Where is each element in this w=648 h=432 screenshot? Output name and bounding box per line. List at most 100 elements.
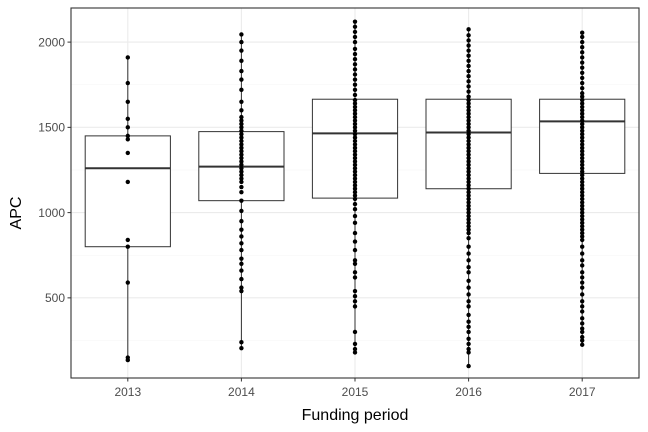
- data-point: [580, 128, 585, 133]
- data-point: [580, 135, 585, 140]
- data-point: [466, 210, 471, 215]
- data-point: [352, 77, 358, 82]
- data-point: [466, 203, 471, 208]
- data-point: [466, 285, 471, 290]
- data-point: [580, 91, 585, 96]
- data-point: [239, 162, 244, 168]
- data-point: [352, 275, 358, 280]
- data-point: [580, 149, 585, 154]
- data-point: [580, 121, 585, 127]
- data-point: [352, 24, 358, 29]
- data-point: [352, 131, 358, 137]
- data-point: [352, 62, 358, 67]
- data-point: [466, 183, 471, 188]
- data-point: [580, 210, 585, 215]
- data-point: [352, 213, 358, 219]
- data-point: [580, 280, 585, 285]
- data-point: [580, 65, 585, 70]
- data-point: [239, 345, 244, 351]
- data-point: [580, 166, 585, 171]
- data-point: [466, 84, 471, 89]
- data-point: [352, 125, 358, 130]
- data-point: [466, 200, 471, 205]
- data-point: [466, 27, 471, 32]
- data-point: [352, 108, 358, 113]
- data-point: [239, 227, 244, 232]
- data-point: [125, 133, 130, 139]
- data-point: [125, 179, 130, 185]
- data-point: [580, 321, 585, 326]
- data-point: [580, 334, 585, 340]
- data-point: [466, 97, 471, 103]
- data-point: [580, 326, 585, 331]
- data-point: [239, 339, 244, 345]
- data-point: [352, 172, 358, 178]
- data-point: [352, 72, 358, 77]
- data-point: [580, 145, 585, 151]
- data-point: [352, 149, 358, 154]
- data-point: [580, 111, 585, 116]
- data-point: [352, 288, 358, 294]
- data-point: [352, 169, 358, 174]
- data-point: [466, 186, 471, 191]
- data-point: [352, 138, 358, 144]
- data-point: [239, 176, 244, 181]
- data-point: [466, 53, 471, 58]
- data-point: [239, 166, 244, 171]
- data-point: [239, 208, 244, 214]
- data-point: [239, 68, 244, 74]
- data-point: [580, 196, 585, 202]
- data-point: [466, 152, 471, 157]
- data-point: [125, 357, 130, 363]
- data-point: [580, 34, 585, 40]
- data-point: [239, 118, 244, 123]
- data-point: [352, 155, 358, 161]
- data-point: [352, 183, 358, 188]
- data-point: [466, 166, 471, 171]
- data-point: [239, 218, 244, 224]
- x-tick-label: 2013: [114, 385, 141, 399]
- data-point: [239, 169, 244, 174]
- data-point: [239, 48, 244, 53]
- data-point: [466, 346, 471, 352]
- data-point: [466, 48, 471, 53]
- data-point: [466, 224, 471, 229]
- data-point: [466, 220, 471, 226]
- data-point: [352, 92, 358, 98]
- data-point: [352, 97, 358, 103]
- data-point: [580, 101, 585, 106]
- data-point: [466, 145, 471, 151]
- data-point: [352, 82, 358, 87]
- data-point: [466, 108, 471, 113]
- data-point: [239, 256, 244, 261]
- data-point: [466, 244, 471, 249]
- data-point: [239, 268, 244, 273]
- data-point: [580, 237, 585, 243]
- data-point: [580, 206, 585, 212]
- x-axis-title: Funding period: [302, 407, 409, 424]
- data-point: [466, 176, 471, 181]
- data-point: [352, 34, 358, 40]
- data-point: [466, 142, 471, 147]
- data-point: [580, 118, 585, 123]
- data-point: [352, 299, 358, 304]
- data-point: [352, 56, 358, 62]
- data-point: [580, 97, 585, 103]
- data-point: [239, 108, 244, 113]
- data-point: [580, 60, 585, 65]
- data-point: [580, 176, 585, 181]
- data-point: [580, 183, 585, 188]
- x-tick-label: 2014: [228, 385, 255, 399]
- data-point: [352, 111, 358, 116]
- data-point: [239, 32, 244, 37]
- data-point: [466, 292, 471, 297]
- data-point: [466, 278, 471, 284]
- data-point: [580, 131, 585, 137]
- data-point: [580, 125, 585, 130]
- data-point: [466, 118, 471, 123]
- data-point: [352, 46, 358, 52]
- data-point: [466, 58, 471, 64]
- data-point: [466, 227, 471, 232]
- data-point: [239, 138, 244, 144]
